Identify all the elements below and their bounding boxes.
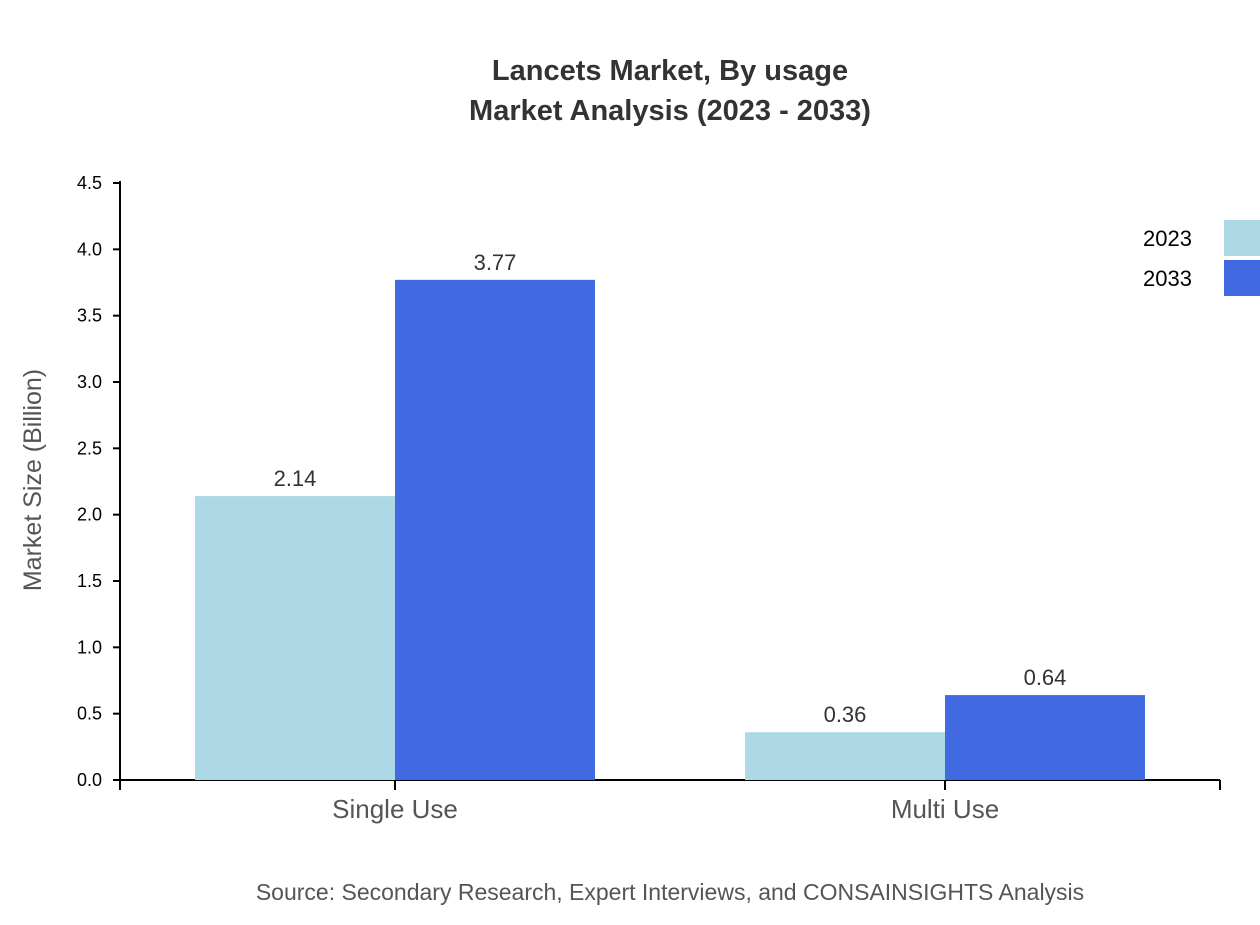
x-tick-label: Multi Use <box>891 794 999 824</box>
data-label: 0.36 <box>824 702 867 727</box>
y-tick-label: 3.5 <box>77 306 102 326</box>
bar-2033 <box>395 279 595 780</box>
bar-2033 <box>945 695 1145 780</box>
bar-2023 <box>195 496 395 780</box>
y-tick-label: 2.5 <box>77 438 102 458</box>
data-label: 2.14 <box>274 466 317 491</box>
y-tick-label: 1.5 <box>77 571 102 591</box>
data-label: 3.77 <box>474 250 517 275</box>
y-tick-label: 1.0 <box>77 637 102 657</box>
legend-label: 2033 <box>1143 266 1192 291</box>
y-tick-label: 0.5 <box>77 704 102 724</box>
chart-title: Lancets Market, By usage <box>492 55 848 87</box>
legend-label: 2023 <box>1143 226 1192 251</box>
y-tick-label: 4.5 <box>77 173 102 193</box>
y-tick-label: 3.0 <box>77 372 102 392</box>
y-tick-label: 4.0 <box>77 239 102 259</box>
source-note: Source: Secondary Research, Expert Inter… <box>256 879 1084 905</box>
bar-2023 <box>745 732 945 780</box>
legend-swatch <box>1224 220 1260 256</box>
x-tick-label: Single Use <box>332 794 458 824</box>
y-tick-label: 0.0 <box>77 770 102 790</box>
chart-subtitle: Market Analysis (2023 - 2033) <box>469 95 871 127</box>
legend-swatch <box>1224 260 1260 296</box>
data-label: 0.64 <box>1024 665 1067 690</box>
y-axis-label: Market Size (Billion) <box>19 369 47 591</box>
y-tick-label: 2.0 <box>77 505 102 525</box>
